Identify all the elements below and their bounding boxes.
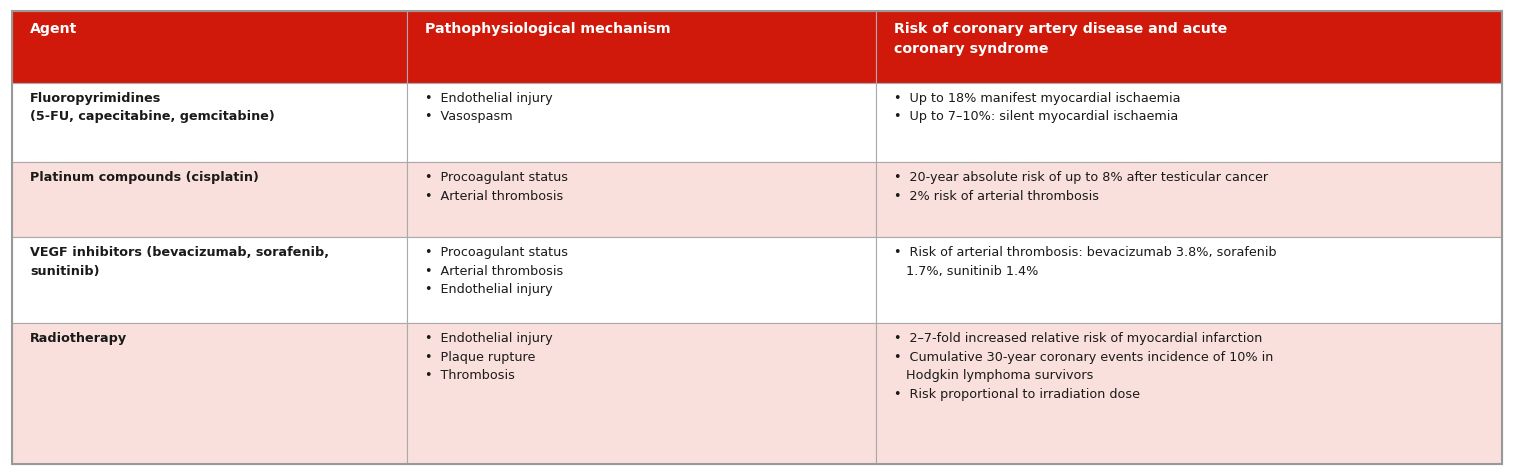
Text: Fluoropyrimidines
(5-FU, capecitabine, gemcitabine): Fluoropyrimidines (5-FU, capecitabine, g…	[30, 91, 274, 123]
Bar	[877, 163, 1502, 238]
Text: Platinum compounds (cisplatin): Platinum compounds (cisplatin)	[30, 171, 259, 184]
Text: •  Procoagulant status
•  Arterial thrombosis: • Procoagulant status • Arterial thrombo…	[425, 171, 568, 202]
Bar	[12, 238, 407, 324]
Bar	[407, 83, 877, 163]
Bar	[407, 12, 877, 83]
Text: Radiotherapy: Radiotherapy	[30, 332, 127, 345]
Bar	[407, 324, 877, 464]
Bar	[12, 83, 407, 163]
Text: •  Endothelial injury
•  Plaque rupture
•  Thrombosis: • Endothelial injury • Plaque rupture • …	[425, 332, 553, 382]
Bar	[877, 238, 1502, 324]
Bar	[877, 324, 1502, 464]
Bar	[877, 83, 1502, 163]
Text: •  20-year absolute risk of up to 8% after testicular cancer
•  2% risk of arter: • 20-year absolute risk of up to 8% afte…	[895, 171, 1269, 202]
Bar	[12, 12, 407, 83]
Bar	[877, 12, 1502, 83]
Bar	[12, 163, 407, 238]
Text: Risk of coronary artery disease and acute
coronary syndrome: Risk of coronary artery disease and acut…	[895, 22, 1228, 56]
Text: •  Endothelial injury
•  Vasospasm: • Endothelial injury • Vasospasm	[425, 91, 553, 123]
Bar	[407, 163, 877, 238]
Bar	[12, 324, 407, 464]
Bar	[407, 238, 877, 324]
Text: VEGF inhibitors (bevacizumab, sorafenib,
sunitinib): VEGF inhibitors (bevacizumab, sorafenib,…	[30, 246, 329, 277]
Text: •  Up to 18% manifest myocardial ischaemia
•  Up to 7–10%: silent myocardial isc: • Up to 18% manifest myocardial ischaemi…	[895, 91, 1181, 123]
Text: Pathophysiological mechanism: Pathophysiological mechanism	[425, 22, 671, 36]
Text: •  Risk of arterial thrombosis: bevacizumab 3.8%, sorafenib
   1.7%, sunitinib 1: • Risk of arterial thrombosis: bevacizum…	[895, 246, 1276, 277]
Text: •  Procoagulant status
•  Arterial thrombosis
•  Endothelial injury: • Procoagulant status • Arterial thrombo…	[425, 246, 568, 296]
Text: •  2–7-fold increased relative risk of myocardial infarction
•  Cumulative 30-ye: • 2–7-fold increased relative risk of my…	[895, 332, 1273, 400]
Text: Agent: Agent	[30, 22, 77, 36]
